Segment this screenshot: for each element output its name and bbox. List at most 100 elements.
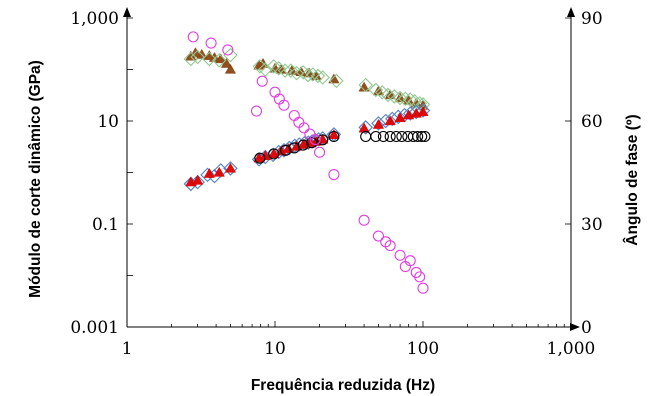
data-point — [305, 67, 321, 82]
data-point — [398, 91, 413, 107]
data-point — [254, 152, 266, 164]
data-point — [280, 144, 292, 156]
chart-axes — [123, 7, 580, 331]
data-point — [407, 94, 423, 109]
data-point — [223, 47, 238, 63]
data-point — [372, 118, 385, 129]
chart-marks — [183, 31, 431, 294]
data-point — [408, 104, 424, 120]
data-point — [326, 127, 342, 142]
data-point — [287, 138, 303, 154]
x-tick-label: 10 — [264, 339, 286, 359]
data-point — [392, 90, 408, 106]
data-point — [314, 146, 326, 158]
x-tick-label: 1,000 — [547, 339, 596, 359]
data-point — [213, 163, 229, 178]
data-point — [258, 62, 273, 77]
data-point — [377, 130, 389, 143]
data-point — [328, 73, 340, 84]
series-4 — [254, 130, 431, 164]
data-point — [258, 149, 273, 165]
data-point — [396, 130, 408, 143]
y-left-axis-title: Módulo de corte dinâmico (GPa) — [27, 60, 44, 298]
data-point — [328, 169, 340, 181]
data-point — [360, 130, 372, 143]
data-point — [390, 109, 406, 125]
data-point — [370, 130, 382, 143]
data-point — [371, 116, 386, 131]
data-point — [187, 31, 199, 43]
data-point — [358, 120, 373, 135]
data-point — [213, 166, 225, 177]
y-right-tick-label: 30 — [581, 215, 603, 235]
data-point — [277, 63, 293, 78]
data-point — [315, 70, 330, 85]
data-point — [328, 130, 340, 143]
data-point — [390, 130, 402, 143]
data-point — [190, 49, 205, 65]
data-point — [358, 214, 370, 226]
data-point — [224, 162, 237, 173]
data-point — [223, 161, 238, 176]
y-left-tick-label: 1,000 — [70, 9, 119, 29]
data-point — [415, 103, 431, 118]
data-point — [250, 105, 263, 117]
y-left-tick-label: 0.001 — [70, 318, 119, 338]
data-point — [358, 77, 373, 93]
y-right-axis-title: Ângulo de fase (º) — [623, 114, 641, 245]
data-point — [288, 109, 300, 122]
x-tick-label: 100 — [407, 339, 439, 359]
data-point — [380, 87, 396, 103]
data-point — [278, 99, 290, 111]
series-5 — [187, 31, 429, 294]
data-point — [419, 130, 431, 143]
data-point — [268, 148, 280, 159]
y-left-tick-label: 0.1 — [92, 215, 119, 235]
data-point — [259, 150, 271, 161]
data-point — [306, 137, 318, 149]
data-point — [412, 130, 424, 143]
y-right-axis-arrow — [567, 7, 575, 17]
y-right-tick-label: 60 — [581, 112, 603, 132]
data-point — [384, 240, 396, 252]
data-point — [300, 67, 316, 83]
data-point — [417, 282, 429, 294]
y-right-tick-label: 90 — [581, 9, 603, 29]
data-point — [190, 174, 205, 190]
data-point — [394, 249, 406, 261]
data-point — [358, 122, 370, 133]
data-point — [380, 236, 392, 248]
data-point — [191, 174, 204, 185]
y-left-axis-arrow — [123, 7, 131, 17]
data-point — [412, 96, 427, 111]
series-3 — [185, 106, 429, 187]
data-point — [205, 37, 217, 49]
data-point — [224, 63, 237, 74]
data-point — [310, 68, 326, 84]
data-point — [328, 129, 340, 139]
data-point — [295, 65, 311, 80]
series-1 — [183, 47, 431, 112]
data-point — [372, 230, 384, 242]
data-point — [384, 115, 396, 126]
data-point — [289, 65, 304, 81]
data-point — [211, 53, 227, 68]
data-point — [309, 133, 321, 146]
data-point — [384, 130, 396, 143]
x-tick-label: 1 — [122, 339, 133, 359]
data-point — [417, 106, 429, 117]
data-point — [407, 130, 419, 143]
data-point — [404, 255, 416, 267]
x-axis-arrow — [570, 323, 580, 331]
data-point — [387, 89, 402, 104]
data-point — [384, 111, 400, 127]
data-point — [298, 122, 310, 134]
data-point — [183, 51, 199, 67]
data-point — [394, 112, 406, 123]
data-point — [416, 130, 428, 143]
data-point — [256, 75, 268, 87]
y-right-tick-label: 0 — [581, 318, 592, 338]
data-point — [268, 148, 280, 160]
data-point — [402, 92, 418, 107]
